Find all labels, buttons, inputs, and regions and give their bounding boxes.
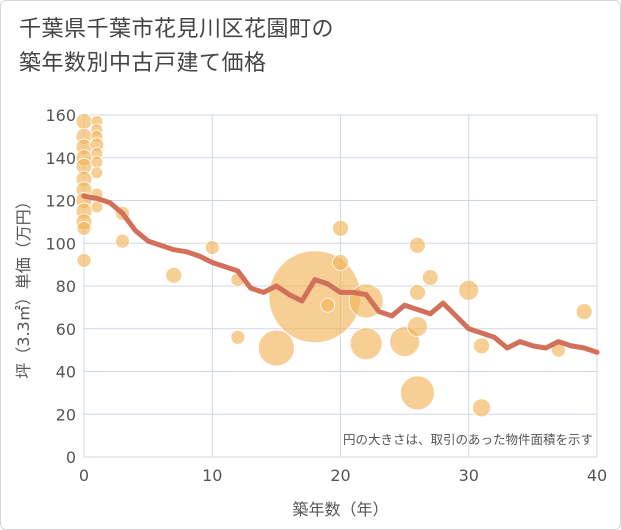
bubble-point [332, 219, 349, 237]
x-tick-label: 40 [587, 466, 607, 485]
bubble-point [409, 284, 426, 301]
chart-title-line-2: 築年数別中古戸建て価格 [19, 51, 267, 76]
y-tick-label: 160 [45, 106, 76, 125]
x-tick-label: 10 [202, 466, 222, 485]
average-price-line [81, 193, 600, 355]
y-tick-label: 140 [45, 149, 76, 168]
bubble-point [90, 155, 104, 169]
bubble-point [90, 166, 104, 180]
y-tick-label: 20 [56, 405, 76, 424]
size-annotation: 円の大きさは、取引のあった物件面積を示す [343, 432, 593, 447]
bubble-point [473, 337, 490, 355]
bubble-point [407, 316, 428, 338]
chart-title: 千葉県千葉市花見川区花園町の 築年数別中古戸建て価格 [19, 13, 579, 81]
bubble-point [472, 398, 491, 418]
bubble-point [230, 329, 246, 345]
bubble-point [400, 375, 435, 411]
chart-title-line-1: 千葉県千葉市花見川区花園町の [19, 17, 335, 42]
bubble-point [257, 329, 295, 367]
bubble-point [204, 240, 220, 255]
bubble-point [332, 254, 349, 271]
y-tick-label: 40 [56, 363, 76, 382]
bubble-point [349, 327, 383, 361]
y-tick-label: 80 [56, 277, 76, 296]
y-tick-label: 100 [45, 234, 76, 253]
x-tick-label: 20 [330, 466, 350, 485]
bubble-point [409, 236, 426, 254]
x-tick-label: 0 [79, 466, 89, 485]
x-axis-label: 築年数（年） [292, 500, 388, 519]
bubble-point [320, 297, 336, 313]
bubble-point [75, 113, 93, 130]
bubble-point [76, 220, 92, 236]
bubble-point [421, 269, 439, 286]
x-tick-label: 30 [459, 466, 479, 485]
bubble-point [90, 200, 104, 214]
y-tick-label: 120 [45, 192, 76, 211]
bubble-point [458, 279, 480, 301]
bubble-point [76, 252, 92, 268]
bubble-point [575, 303, 593, 321]
y-tick-label: 60 [56, 320, 76, 339]
bubble-point [165, 266, 183, 284]
bubble-point [115, 233, 130, 249]
y-axis-label: 坪（3.3㎡）単価（万円） [14, 193, 33, 378]
y-tick-label: 0 [66, 448, 76, 467]
